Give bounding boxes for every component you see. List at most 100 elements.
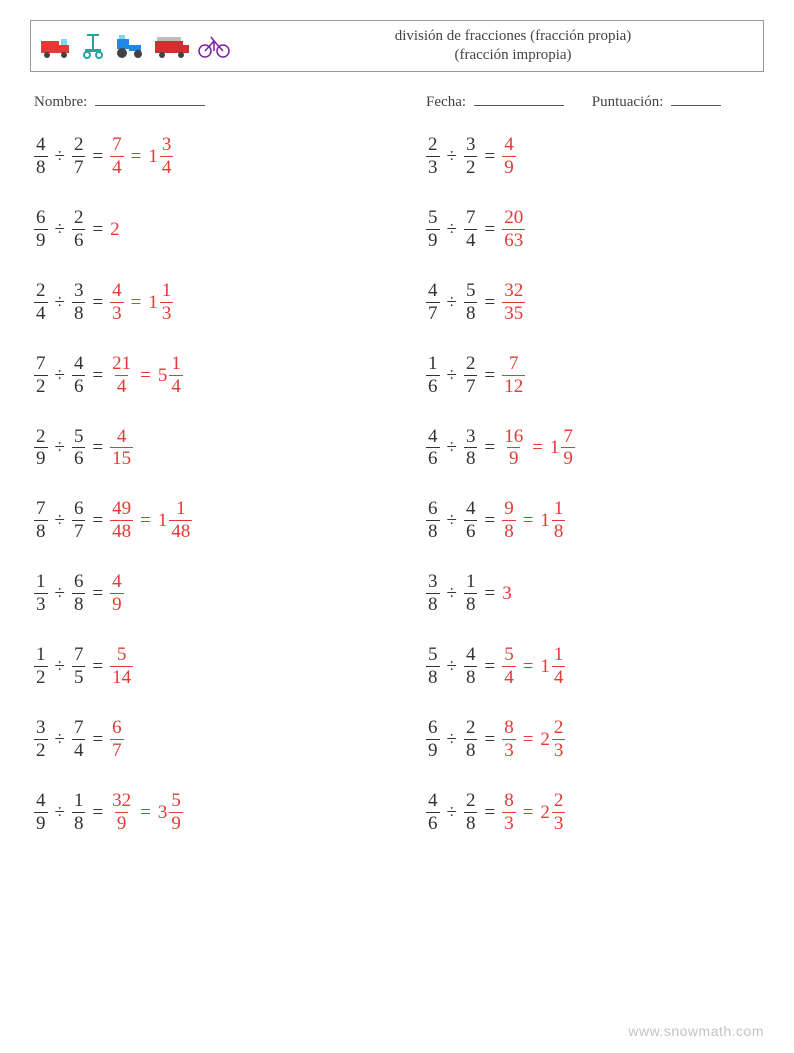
- fraction: 24: [34, 281, 48, 324]
- answer-mixed: 118: [540, 499, 565, 542]
- fraction: 18: [72, 791, 86, 834]
- operator: ÷: [55, 584, 65, 603]
- operator: ÷: [447, 584, 457, 603]
- operator: =: [484, 730, 495, 749]
- header-box: división de fracciones (fracción propia)…: [30, 20, 764, 72]
- tractor-icon: [113, 33, 147, 59]
- operator: =: [92, 584, 103, 603]
- fraction: 32: [34, 718, 48, 761]
- equation-row: 58÷48=54=114: [426, 645, 760, 688]
- date-blank: [474, 90, 564, 106]
- operator: =: [92, 366, 103, 385]
- operator: =: [484, 220, 495, 239]
- equation-row: 78÷67=4948=1148: [34, 499, 426, 542]
- info-row: Nombre: Fecha: Puntuación:: [30, 90, 764, 111]
- operator: =: [92, 438, 103, 457]
- operator: =: [523, 803, 534, 822]
- answer-mixed: 114: [540, 645, 565, 688]
- fraction: 58: [464, 281, 478, 324]
- fraction: 68: [426, 499, 440, 542]
- fraction: 18: [552, 499, 566, 542]
- operator: =: [484, 366, 495, 385]
- answer-fraction: 83: [502, 791, 516, 834]
- answer-fraction: 98: [502, 499, 516, 542]
- fraction: 28: [464, 791, 478, 834]
- fraction: 12: [34, 645, 48, 688]
- fraction: 18: [464, 572, 478, 615]
- operator: =: [484, 147, 495, 166]
- answer-mixed: 1148: [158, 499, 193, 542]
- operator: ÷: [55, 220, 65, 239]
- operator: =: [484, 293, 495, 312]
- watermark: www.snowmath.com: [628, 1023, 764, 1039]
- equation-row: 47÷58=3235: [426, 281, 760, 324]
- fraction: 46: [464, 499, 478, 542]
- equation-row: 72÷46=214=514: [34, 354, 426, 397]
- operator: =: [92, 220, 103, 239]
- score-label: Puntuación:: [592, 94, 664, 110]
- operator: =: [131, 293, 142, 312]
- operator: ÷: [447, 730, 457, 749]
- equation-row: 46÷38=169=179: [426, 427, 760, 470]
- operator: ÷: [55, 730, 65, 749]
- operator: =: [523, 657, 534, 676]
- operator: =: [92, 730, 103, 749]
- operator: ÷: [447, 220, 457, 239]
- answer-fraction: 67: [110, 718, 124, 761]
- answer-fraction: 2063: [502, 208, 525, 251]
- fraction: 23: [552, 791, 566, 834]
- operator: ÷: [447, 803, 457, 822]
- fraction: 67: [72, 499, 86, 542]
- operator: ÷: [447, 366, 457, 385]
- scooter-icon: [79, 33, 107, 59]
- operator: =: [92, 657, 103, 676]
- equation-row: 32÷74=67: [34, 718, 426, 761]
- fraction: 32: [464, 135, 478, 178]
- answer-integer: 2: [110, 220, 120, 239]
- operator: ÷: [447, 293, 457, 312]
- answer-mixed: 134: [148, 135, 173, 178]
- equation-row: 16÷27=712: [426, 354, 760, 397]
- fraction: 75: [72, 645, 86, 688]
- operator: =: [484, 803, 495, 822]
- problems-column-right: 23÷32=4959÷74=206347÷58=323516÷27=71246÷…: [426, 135, 760, 834]
- fraction: 14: [169, 354, 183, 397]
- equation-row: 48÷27=74=134: [34, 135, 426, 178]
- fraction: 47: [426, 281, 440, 324]
- operator: =: [140, 511, 151, 530]
- fraction: 59: [169, 791, 183, 834]
- fraction: 27: [464, 354, 478, 397]
- title-line-2: (fracción impropia): [271, 46, 755, 66]
- equation-row: 12÷75=514: [34, 645, 426, 688]
- answer-mixed: 359: [158, 791, 183, 834]
- operator: =: [484, 657, 495, 676]
- equation-row: 46÷28=83=223: [426, 791, 760, 834]
- answer-integer: 3: [502, 584, 512, 603]
- operator: =: [523, 730, 534, 749]
- fraction: 58: [426, 645, 440, 688]
- answer-fraction: 329: [110, 791, 133, 834]
- operator: =: [484, 438, 495, 457]
- fraction: 69: [426, 718, 440, 761]
- problems-area: 48÷27=74=13469÷26=224÷38=43=11372÷46=214…: [30, 135, 764, 834]
- fraction: 23: [426, 135, 440, 178]
- fraction: 28: [464, 718, 478, 761]
- operator: ÷: [447, 147, 457, 166]
- worksheet-page: división de fracciones (fracción propia)…: [0, 0, 794, 1053]
- operator: ÷: [55, 511, 65, 530]
- fraction: 26: [72, 208, 86, 251]
- operator: ÷: [55, 438, 65, 457]
- answer-fraction: 415: [110, 427, 133, 470]
- answer-fraction: 514: [110, 645, 133, 688]
- fraction: 14: [552, 645, 566, 688]
- fraction: 79: [561, 427, 575, 470]
- fraction: 49: [34, 791, 48, 834]
- fraction: 34: [160, 135, 174, 178]
- vehicle-icons: [39, 33, 231, 59]
- name-blank: [95, 90, 205, 106]
- fraction: 69: [34, 208, 48, 251]
- answer-fraction: 169: [502, 427, 525, 470]
- fraction: 38: [464, 427, 478, 470]
- worksheet-title: división de fracciones (fracción propia)…: [231, 27, 755, 66]
- answer-mixed: 179: [550, 427, 575, 470]
